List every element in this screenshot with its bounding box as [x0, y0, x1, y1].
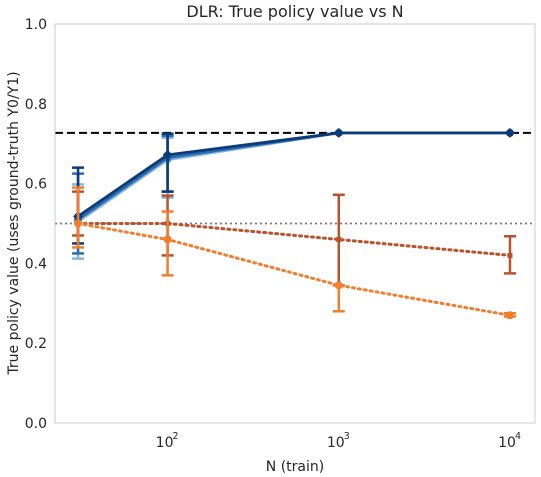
- data-point: [336, 236, 342, 242]
- x-tick-exponent: 3: [344, 431, 350, 442]
- series-group: [72, 127, 516, 320]
- plot-frame: [54, 23, 536, 424]
- x-tick-exponent: 2: [173, 431, 179, 442]
- data-point: [334, 281, 343, 290]
- series-line: [76, 222, 512, 317]
- y-axis-label: True policy value (uses ground-truth Y0/…: [6, 71, 22, 375]
- y-tick-label: 0.8: [25, 97, 47, 113]
- x-ticks: 10 2 10 3 10 4: [156, 431, 521, 451]
- data-point: [507, 252, 513, 258]
- data-point: [505, 311, 514, 320]
- y-tick-label: 0.0: [25, 416, 47, 432]
- y-tick-label: 1.0: [25, 17, 47, 33]
- y-ticks: 0.0 0.2 0.4 0.6 0.8 1.0: [25, 17, 47, 432]
- data-point: [333, 127, 344, 138]
- x-axis-label: N (train): [266, 459, 324, 475]
- x-tick-label: 10: [498, 435, 516, 451]
- x-tick-label: 10: [327, 435, 345, 451]
- series-line: [76, 222, 512, 257]
- y-tick-label: 0.2: [25, 336, 47, 352]
- series-line: [76, 131, 512, 218]
- x-tick-exponent: 4: [515, 431, 521, 442]
- chart-title: DLR: True policy value vs N: [186, 2, 403, 21]
- y-tick-label: 0.6: [25, 177, 47, 193]
- series-4: [72, 186, 516, 320]
- data-point: [163, 235, 172, 244]
- x-tick-label: 10: [156, 435, 174, 451]
- data-point: [162, 149, 173, 160]
- y-tick-label: 0.4: [25, 256, 47, 272]
- data-point: [74, 219, 83, 228]
- data-point: [504, 127, 515, 138]
